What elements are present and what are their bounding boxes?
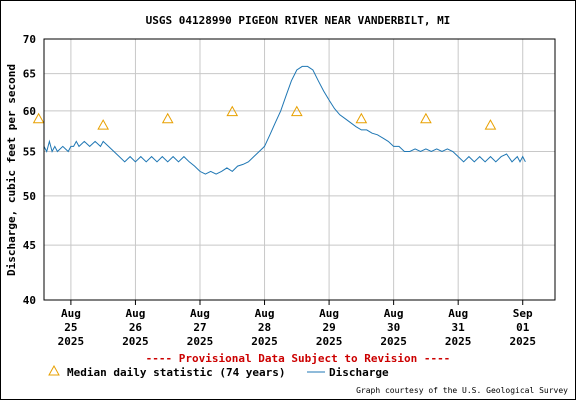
x-tick-label: 01 [516,321,530,334]
x-tick-label: 30 [387,321,400,334]
median-marker [290,105,303,117]
y-axis-label: Discharge, cubic feet per second [5,64,18,276]
x-tick-label: 2025 [251,335,278,348]
median-marker [32,112,45,124]
median-marker [97,119,110,130]
legend-median-label: Median daily statistic (74 years) [67,366,286,379]
y-tick-label: 65 [23,68,36,81]
usgs-credit: Graph courtesy of the U.S. Geological Su… [356,386,568,395]
median-marker [420,112,432,124]
median-marker [161,112,174,124]
median-marker [484,119,497,130]
x-tick-label: 2025 [445,335,472,348]
x-tick-label: Aug [255,307,275,320]
x-tick-label: Aug [448,307,468,320]
y-tick-label: 40 [23,294,36,307]
y-tick-label: 55 [23,145,36,158]
x-tick-label: 26 [129,321,143,334]
x-tick-label: 2025 [122,335,149,348]
median-marker [226,105,239,117]
median-series [32,105,497,130]
provisional-notice: ---- Provisional Data Subject to Revisio… [146,352,451,365]
x-tick-label: 31 [452,321,466,334]
discharge-line [43,65,526,175]
x-tick-label: Aug [319,307,339,320]
y-tick-label: 60 [23,105,36,118]
median-marker [355,112,368,124]
x-tick-label: 2025 [316,335,343,348]
x-tick-label: Sep [513,307,533,320]
x-tick-label: 25 [64,321,77,334]
x-tick-label: Aug [384,307,404,320]
x-tick-label: 2025 [380,335,407,348]
legend: Median daily statistic (74 years) Discha… [48,364,389,379]
x-tick-label: Aug [61,307,81,320]
discharge-series [43,65,526,175]
x-axis-ticks: Aug252025Aug262025Aug272025Aug282025Aug2… [58,300,536,348]
x-tick-label: Aug [190,307,210,320]
y-tick-label: 50 [23,190,36,203]
x-tick-label: 29 [322,321,335,334]
x-tick-label: 28 [258,321,271,334]
legend-median-marker [48,364,60,376]
legend-discharge-label: Discharge [329,366,389,379]
x-tick-label: 27 [193,321,206,334]
plot-frame [43,38,556,301]
y-tick-label: 70 [23,33,36,46]
x-tick-label: 2025 [58,335,85,348]
gridlines [44,38,555,301]
x-tick-label: Aug [126,307,146,320]
y-tick-label: 45 [23,239,36,252]
x-tick-label: 2025 [187,335,214,348]
chart-title: USGS 04128990 PIGEON RIVER NEAR VANDERBI… [146,14,451,27]
y-axis-ticks: 70 65 60 55 50 45 40 [23,33,36,307]
x-tick-label: 2025 [509,335,536,348]
